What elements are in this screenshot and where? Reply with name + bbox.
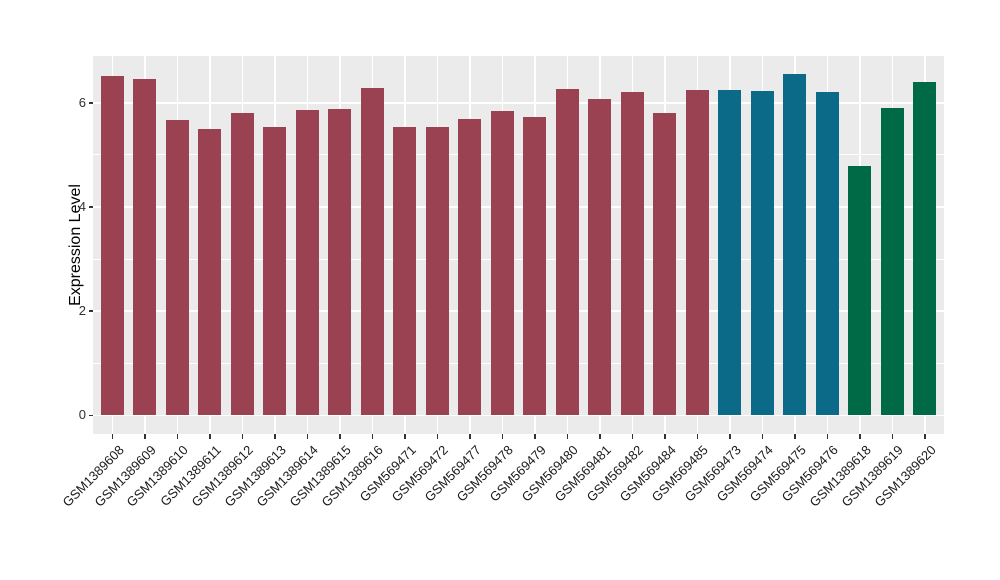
x-tick-mark [469, 434, 471, 439]
major-gridline [93, 206, 944, 208]
bar [750, 90, 774, 416]
y-tick-mark [88, 310, 93, 312]
bar [393, 126, 417, 416]
major-gridline [93, 310, 944, 312]
major-gridline [93, 102, 944, 104]
bar [263, 127, 287, 416]
plot-panel [93, 56, 944, 434]
x-tick-mark [306, 434, 309, 439]
major-gridline [93, 414, 944, 417]
x-tick-mark [826, 434, 829, 439]
minor-gridline [93, 154, 944, 156]
bar [133, 78, 157, 416]
x-tick-mark [566, 434, 569, 439]
bar [620, 91, 644, 416]
x-tick-mark [404, 434, 406, 439]
x-tick-mark [729, 434, 731, 439]
y-tick-label: 4 [78, 199, 86, 215]
x-tick-mark [599, 434, 601, 439]
bar [783, 74, 807, 416]
bar [685, 89, 709, 416]
bar [588, 99, 612, 416]
x-tick-mark [241, 434, 244, 439]
x-tick-mark [339, 434, 341, 439]
y-tick-mark [88, 414, 93, 417]
bar [328, 108, 352, 416]
minor-gridline [93, 258, 944, 260]
x-tick-mark [859, 434, 861, 439]
bar [230, 113, 254, 416]
y-tick-label: 2 [78, 303, 86, 319]
y-tick-mark [88, 102, 93, 104]
x-tick-mark [501, 434, 504, 439]
bar [101, 76, 124, 416]
x-tick-mark [664, 434, 666, 439]
bar [425, 127, 449, 416]
x-tick-mark [371, 434, 374, 439]
bar [555, 89, 579, 416]
bar [295, 109, 319, 416]
bar [458, 119, 482, 416]
x-tick-mark [534, 434, 536, 439]
x-tick-mark [924, 434, 926, 439]
y-tick-label: 6 [78, 94, 86, 110]
bar [490, 110, 514, 416]
bar [360, 88, 384, 416]
x-tick-mark [144, 434, 146, 439]
bar [523, 116, 547, 416]
bar [653, 113, 677, 416]
x-tick-mark [794, 434, 796, 439]
x-tick-mark [436, 434, 439, 439]
x-tick-mark [696, 434, 699, 439]
bar [718, 90, 742, 416]
x-tick-mark [891, 434, 893, 439]
x-tick-mark [761, 434, 764, 439]
y-tick-label: 0 [78, 407, 86, 423]
bar [913, 81, 937, 416]
bar [815, 91, 839, 416]
x-tick-mark [274, 434, 276, 439]
x-tick-mark [176, 434, 179, 439]
y-tick-mark [88, 206, 93, 208]
bar [165, 120, 189, 416]
x-tick-mark [209, 434, 211, 439]
bar [848, 166, 872, 416]
x-tick-mark [631, 434, 634, 439]
bar [198, 128, 222, 416]
bar [880, 107, 904, 416]
minor-gridline [93, 362, 944, 364]
x-tick-mark [111, 434, 114, 439]
